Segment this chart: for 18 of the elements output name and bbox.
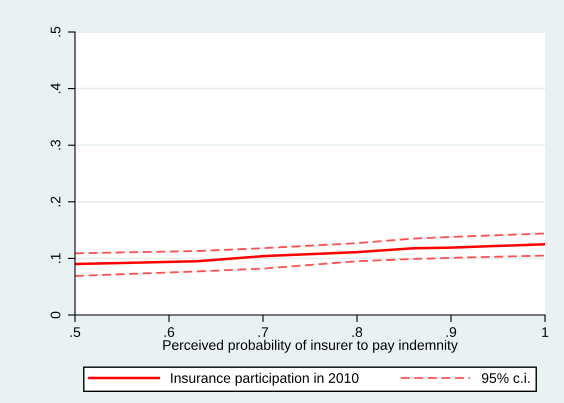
x-tick-label: .6 — [164, 327, 174, 338]
legend-label: 95% c.i. — [482, 372, 530, 383]
legend-label: Insurance participation in 2010 — [171, 372, 359, 386]
x-tick-label: .8 — [352, 327, 362, 338]
x-tick-label: .7 — [258, 327, 268, 337]
y-tick-label: 0 — [50, 312, 60, 318]
x-tick-label: .5 — [70, 327, 80, 338]
y-tick-label: .2 — [50, 196, 60, 206]
y-tick-label: .1 — [50, 253, 60, 263]
line-series — [75, 254, 545, 277]
x-tick-label: 1 — [542, 327, 548, 337]
line-series — [75, 243, 545, 266]
line-series — [75, 232, 545, 254]
y-tick-label: .3 — [50, 140, 60, 150]
x-tick-label: .9 — [446, 327, 456, 338]
y-tick-label: .4 — [50, 83, 60, 94]
y-tick-label: .5 — [50, 26, 60, 37]
x-axis-title: Perceived probability of insurer to pay indemnity — [163, 340, 458, 353]
